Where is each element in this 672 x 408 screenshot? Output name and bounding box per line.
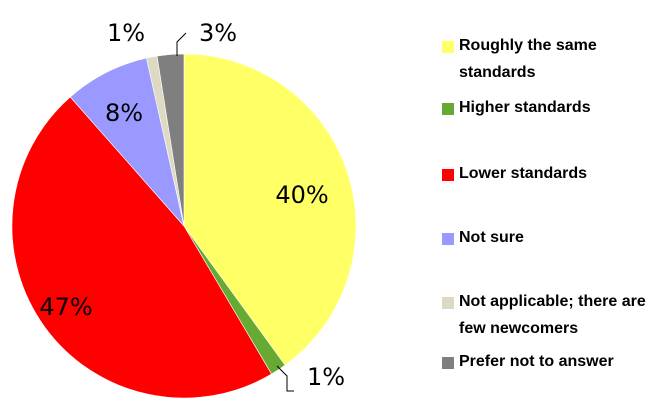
- legend-swatch: [442, 233, 454, 245]
- legend-item: Not applicable; there are few newcomers: [442, 293, 669, 342]
- data-label: 40%: [275, 181, 328, 209]
- legend-item: Prefer not to answer: [442, 353, 669, 375]
- legend-label: Higher standards: [459, 99, 591, 116]
- legend-label: Not applicable; there are few newcomers: [459, 293, 646, 337]
- leader-line: [276, 365, 294, 392]
- legend-swatch: [442, 41, 454, 53]
- legend-item: Not sure: [442, 229, 669, 251]
- legend-item: Higher standards: [442, 99, 669, 121]
- data-label: 3%: [199, 19, 237, 47]
- data-label: 1%: [307, 363, 345, 391]
- legend-swatch: [442, 357, 454, 369]
- pie-slice: [11, 96, 272, 399]
- pie-slice: [156, 53, 185, 227]
- data-label: 8%: [105, 99, 143, 127]
- legend-swatch: [442, 103, 454, 115]
- legend-item: Roughly the same standards: [442, 37, 669, 86]
- legend-label: Prefer not to answer: [459, 353, 614, 370]
- legend-swatch: [442, 169, 454, 181]
- legend-label: Lower standards: [459, 165, 588, 182]
- pie-chart: 40% 1% 47% 8% 1% 3%: [11, 19, 357, 399]
- data-label: 47%: [39, 293, 92, 321]
- leader-line: [176, 32, 187, 56]
- legend-label: Not sure: [459, 229, 524, 246]
- legend-label: Roughly the same standards: [459, 37, 597, 81]
- pie-slice: [183, 53, 357, 366]
- data-label: 1%: [107, 19, 145, 47]
- legend-item: Lower standards: [442, 165, 669, 187]
- legend-swatch: [442, 297, 454, 309]
